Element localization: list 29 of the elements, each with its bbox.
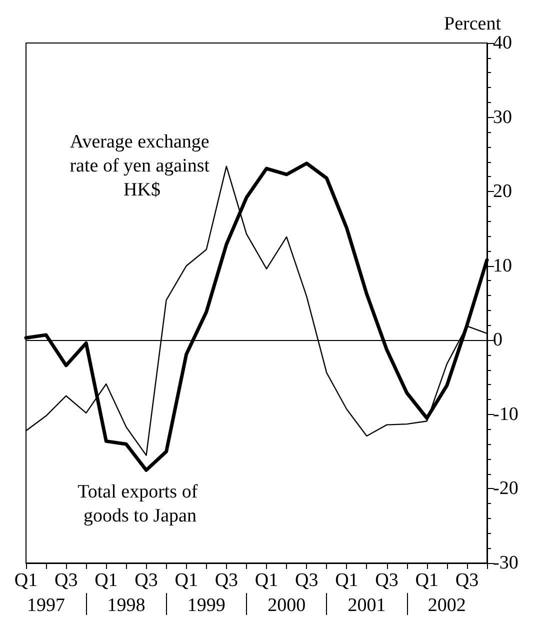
text: 1997 — [27, 595, 66, 616]
x-tick-label: Q3 — [54, 570, 78, 591]
y-tick-label: 40 — [493, 32, 512, 54]
text: 1998 — [107, 595, 146, 616]
series-label: Total exports of goods to Japan — [78, 482, 202, 526]
x-tick-label: Q3 — [294, 570, 318, 591]
y-tick-label: 0 — [493, 330, 502, 351]
y-tick-label: -10 — [493, 404, 518, 425]
text: 2000 — [268, 595, 306, 616]
x-tick-label: Q3 — [455, 570, 479, 591]
text: 1999 — [187, 595, 226, 616]
x-tick-label: Q1 — [415, 570, 438, 591]
x-tick-label: Q1 — [174, 570, 198, 591]
x-tick-label: Q3 — [375, 570, 398, 591]
y-axis-title: Percent — [444, 14, 502, 35]
y-tick-label: -30 — [493, 552, 518, 574]
y-tick-label: 30 — [493, 106, 512, 128]
x-tick-label: Q3 — [134, 570, 158, 591]
y-tick-label: 10 — [493, 255, 512, 276]
y-tick-label: -20 — [493, 478, 518, 500]
x-tick-label: Q1 — [335, 570, 358, 591]
x-tick-label: Q3 — [214, 570, 238, 591]
x-tick-label: Q1 — [254, 570, 278, 591]
text: 2002 — [428, 595, 466, 616]
series-label: Average exchange rate of yen against HK$ — [70, 132, 214, 200]
text: 2001 — [348, 595, 386, 616]
x-tick-label: Q1 — [94, 570, 118, 591]
y-tick-label: 20 — [493, 181, 512, 202]
x-tick-label: Q1 — [14, 570, 38, 591]
